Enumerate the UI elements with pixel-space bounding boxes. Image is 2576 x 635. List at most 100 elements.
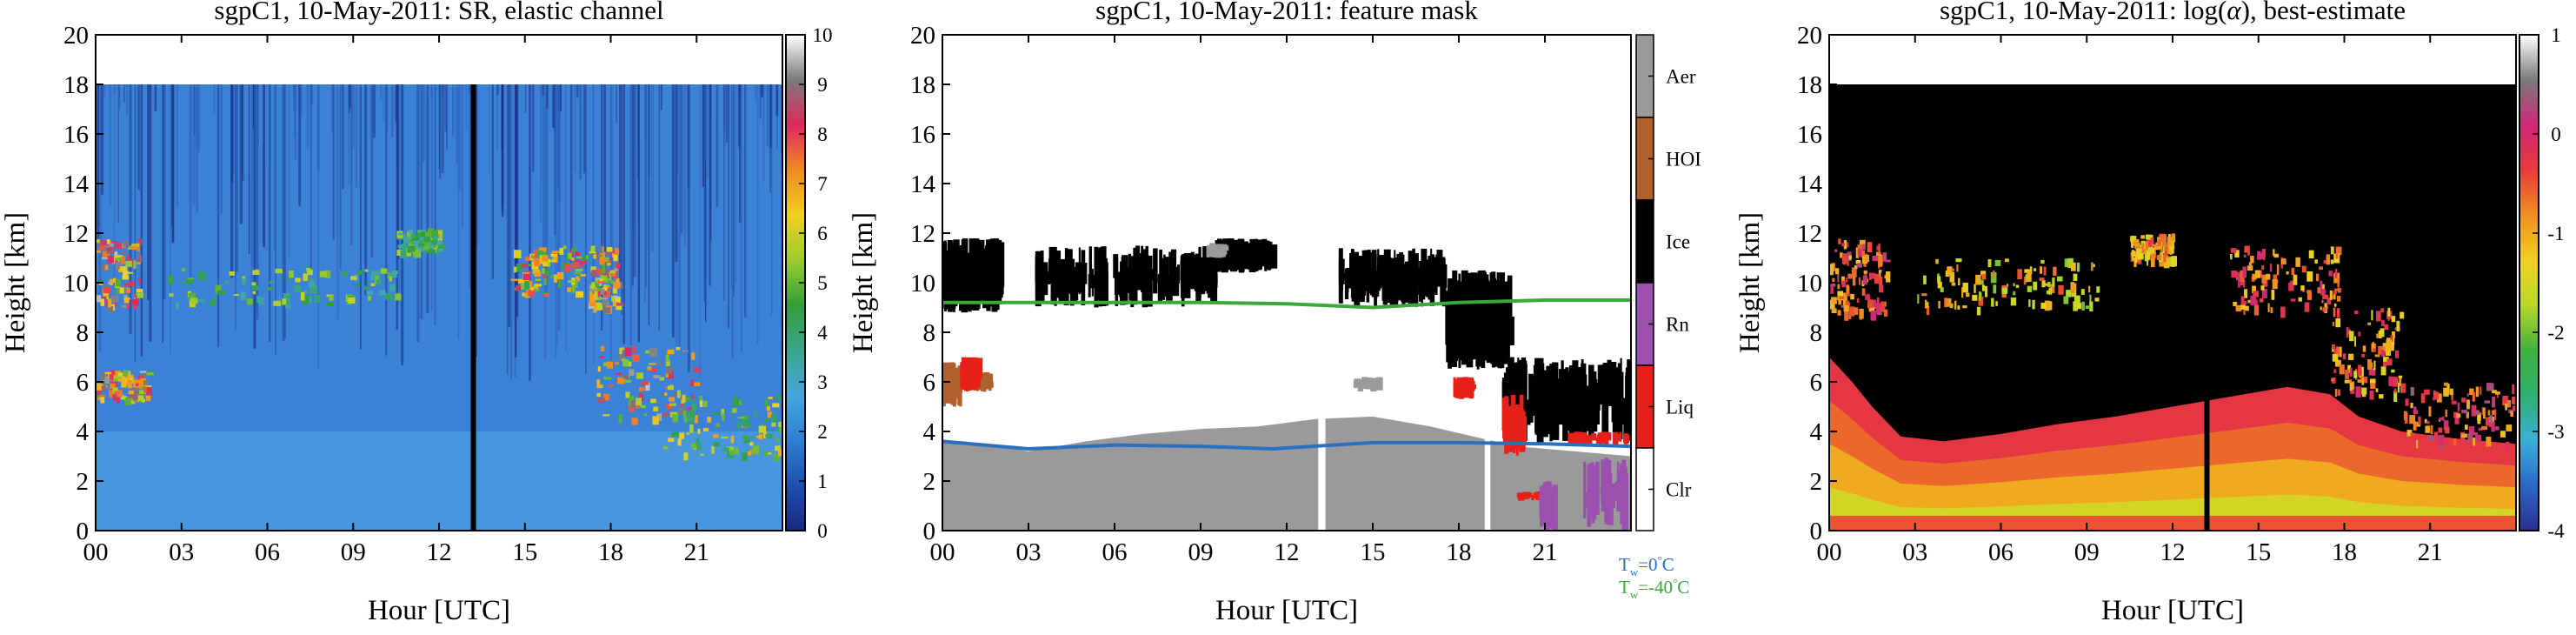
mask-ice-cell	[1405, 261, 1411, 303]
cloud-cell	[721, 409, 725, 417]
cloud-cell	[1885, 271, 1891, 283]
noise-streak	[113, 84, 116, 94]
cloud-cell	[1829, 264, 1834, 276]
cloud-cell	[556, 271, 564, 280]
cloud-cell	[2094, 297, 2100, 302]
cloud-cell	[2132, 240, 2136, 245]
cloud-cell	[1951, 268, 1954, 271]
mask-liq-cell	[1581, 432, 1588, 440]
cloud-cell	[2380, 328, 2385, 338]
cloud-cell	[754, 411, 758, 418]
cloud-cell	[607, 263, 611, 266]
cloud-cell	[530, 255, 536, 259]
mask-ice-cell	[1443, 264, 1448, 288]
cloud-cell	[689, 424, 694, 433]
mask-rn-cell	[1623, 466, 1627, 498]
cloud-cell	[2490, 415, 2493, 424]
mask-ice-cell	[1481, 275, 1488, 349]
y-tick-label: 0	[1810, 518, 1823, 545]
cloud-cell	[2314, 259, 2318, 264]
cloud-cell	[2410, 403, 2413, 409]
cloud-cell	[1847, 260, 1849, 266]
noise-streak	[457, 84, 460, 340]
cloud-cell	[513, 266, 517, 273]
cloud-cell	[2390, 334, 2393, 344]
noise-streak	[556, 84, 558, 115]
cloud-cell	[137, 238, 143, 245]
cloud-cell	[616, 372, 622, 375]
cloud-cell	[2077, 303, 2082, 310]
mask-ice-cell	[1515, 362, 1518, 431]
cloud-cell	[2345, 369, 2350, 379]
cloud-cell	[696, 442, 702, 451]
cloud-cell	[614, 247, 619, 252]
cloud-cell	[2438, 418, 2441, 422]
cloud-cell	[2406, 430, 2413, 437]
cloud-cell	[2512, 396, 2516, 404]
cloud-cell	[652, 416, 659, 425]
cloud-cell	[187, 277, 194, 280]
cloud-cell	[1923, 275, 1927, 284]
cloud-cell	[2329, 290, 2333, 300]
cloud-cell	[407, 237, 410, 241]
cloud-cell	[2337, 287, 2341, 293]
mask-ice-cell	[1375, 271, 1378, 299]
mask-ice-cell	[1069, 267, 1077, 281]
mask-ice-cell	[1429, 274, 1435, 304]
mask-hoi-cell	[983, 372, 989, 387]
cloud-cell	[612, 286, 617, 294]
cloud-cell	[2070, 262, 2076, 271]
cloud-cell	[2350, 386, 2355, 394]
cloud-cell	[101, 257, 109, 259]
cloud-cell	[418, 243, 426, 252]
noise-streak	[558, 84, 561, 197]
cloud-cell	[391, 271, 397, 278]
cloud-cell	[625, 391, 630, 398]
cloud-cell	[2320, 280, 2323, 291]
mask-ice-cell	[1577, 379, 1581, 421]
cloud-cell	[2335, 359, 2341, 367]
cloud-cell	[2331, 378, 2334, 382]
cloud-cell	[2243, 279, 2246, 288]
cloud-cell	[743, 438, 750, 444]
cloud-cell	[117, 287, 124, 294]
cloud-cell	[629, 396, 635, 403]
noise-streak	[154, 84, 157, 111]
cloud-cell	[688, 399, 696, 402]
cloud-cell	[2337, 310, 2340, 314]
cloud-cell	[115, 257, 118, 265]
cloud-cell	[2506, 424, 2513, 431]
noise-streak	[239, 84, 242, 93]
y-tick-label: 20	[1797, 22, 1822, 50]
cloud-cell	[576, 276, 580, 282]
noise-streak	[723, 84, 726, 194]
cloud-cell	[1978, 291, 1981, 301]
cloud-cell	[700, 453, 705, 456]
cloud-cell	[516, 264, 523, 272]
cloud-cell	[632, 354, 640, 363]
cloud-cell	[1870, 311, 1877, 321]
noise-streak	[514, 84, 517, 358]
cloud-cell	[576, 256, 583, 259]
noise-streak	[310, 84, 314, 104]
noise-streak	[426, 84, 429, 264]
cloud-cell	[2344, 379, 2351, 384]
noise-streak	[252, 84, 255, 130]
y-tick-label: 12	[63, 220, 89, 248]
cloud-cell	[649, 348, 657, 358]
cloud-cell	[168, 275, 174, 284]
cloud-cell	[240, 291, 246, 300]
cloud-cell	[2259, 298, 2264, 303]
noise-streak	[592, 84, 594, 284]
noise-streak	[397, 84, 399, 259]
cloud-cell	[120, 256, 126, 264]
cloud-cell	[672, 392, 680, 395]
cloud-cell	[427, 228, 435, 233]
noise-streak	[680, 84, 683, 234]
cloud-cell	[2254, 270, 2260, 278]
cloud-cell	[1851, 267, 1857, 277]
cloud-cell	[2502, 395, 2508, 404]
mask-ice-cell	[1266, 242, 1271, 263]
cloud-cell	[763, 431, 767, 438]
cloud-cell	[749, 436, 756, 439]
